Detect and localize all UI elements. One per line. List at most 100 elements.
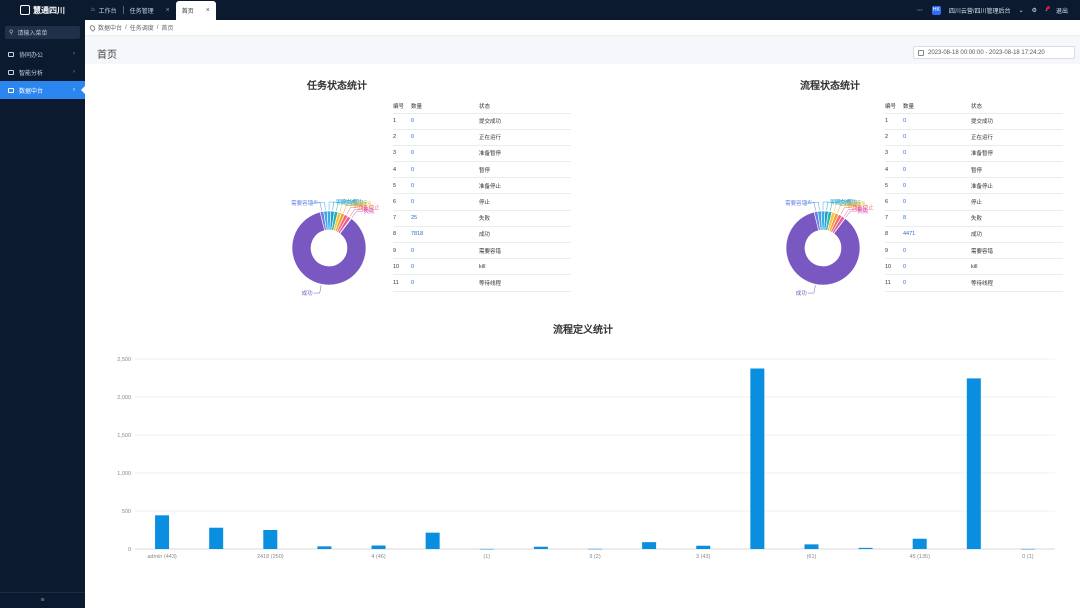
pie-slice[interactable] bbox=[291, 211, 367, 286]
bar[interactable] bbox=[750, 368, 765, 550]
monitor-icon bbox=[8, 69, 14, 75]
process-stats-title: 流程状态统计 bbox=[800, 81, 860, 92]
pie-leader-line bbox=[346, 207, 357, 215]
search-icon: ⚲ bbox=[9, 30, 14, 36]
chevron-right-icon: › bbox=[73, 69, 75, 75]
row-index: 7 bbox=[393, 210, 411, 227]
date-range-picker[interactable]: 2023-08-18 00:00:00 - 2023-08-18 17:24:2… bbox=[913, 46, 1075, 59]
row-index: 4 bbox=[885, 161, 903, 179]
chevron-down-icon[interactable]: ⌄ bbox=[1018, 7, 1024, 14]
task-stats-title: 任务状态统计 bbox=[307, 81, 367, 92]
table-row: 7 25 失败 bbox=[393, 210, 571, 227]
sidebar-item-data-center[interactable]: 数据中台 › bbox=[0, 81, 85, 99]
y-tick-label: 2,500 bbox=[117, 357, 131, 363]
bar[interactable] bbox=[263, 530, 278, 549]
row-count: 0 bbox=[903, 274, 971, 292]
pie-label: 准备停止 bbox=[358, 203, 381, 211]
row-status: 停止 bbox=[479, 193, 571, 211]
row-count: 0 bbox=[903, 177, 971, 195]
chevron-right-icon: › bbox=[73, 51, 75, 57]
pie-leader-line bbox=[336, 202, 344, 211]
search-input[interactable]: 请输入菜单 bbox=[17, 31, 48, 37]
tab-workbench[interactable]: ⌂ 工作台 bbox=[91, 7, 117, 15]
collapse-menu-button[interactable]: ≡ bbox=[0, 592, 85, 608]
monitor-icon bbox=[8, 51, 14, 57]
sidebar-item-collaboration[interactable]: 协同办公 › bbox=[0, 45, 85, 63]
row-index: 8 bbox=[393, 226, 411, 244]
pie-leader-line bbox=[318, 201, 326, 211]
bar[interactable] bbox=[425, 532, 440, 549]
column-header: 数量 bbox=[411, 99, 479, 114]
org-switcher[interactable]: 四川云营/四川管理后台 bbox=[948, 8, 1011, 15]
row-count: 0 bbox=[903, 242, 971, 260]
row-count: 0 bbox=[411, 274, 479, 292]
row-status: 准备停止 bbox=[971, 177, 1063, 195]
pie-leader-line bbox=[822, 201, 830, 211]
pie-slice[interactable] bbox=[785, 211, 861, 286]
table-row: 10 0 kill bbox=[885, 258, 1063, 276]
bar[interactable] bbox=[696, 545, 711, 549]
pie-leader-line bbox=[830, 202, 838, 211]
menu-search[interactable]: ⚲ 请输入菜单 bbox=[5, 26, 80, 39]
row-count: 0 bbox=[411, 177, 479, 195]
sidebar-item-analysis[interactable]: 智能分析 › bbox=[0, 63, 85, 81]
collapse-icon: ≡ bbox=[40, 597, 45, 604]
header-actions: ⋯ HK 四川云营/四川管理后台 ⌄ ⚙ ♪ 退出 bbox=[917, 0, 1080, 20]
pie-slice[interactable] bbox=[820, 210, 826, 231]
table-row: 6 0 停止 bbox=[393, 193, 571, 211]
gear-icon[interactable]: ⚙ bbox=[1031, 7, 1037, 14]
x-tick-label: 45 (135) bbox=[909, 554, 930, 560]
x-tick-label: 3 (43) bbox=[696, 554, 711, 560]
tab-task-management[interactable]: 任务管理 × bbox=[129, 6, 170, 15]
logout-link[interactable]: 退出 bbox=[1055, 8, 1068, 15]
row-status: 暂停 bbox=[971, 161, 1063, 179]
y-tick-label: 2,000 bbox=[117, 395, 131, 401]
bar[interactable] bbox=[371, 545, 386, 549]
bell-icon[interactable]: ♪ bbox=[1044, 6, 1050, 13]
bar[interactable] bbox=[912, 538, 927, 549]
breadcrumb-item[interactable]: 数据中台 bbox=[98, 26, 123, 32]
pie-leader-line bbox=[807, 285, 816, 294]
row-status: 正在运行 bbox=[479, 129, 571, 146]
row-count: 0 bbox=[903, 258, 971, 276]
row-index: 3 bbox=[393, 145, 411, 163]
pie-leader-line bbox=[843, 209, 855, 217]
pie-label: 暂停 bbox=[848, 201, 860, 209]
close-icon[interactable]: × bbox=[165, 6, 170, 14]
y-tick-label: 1,500 bbox=[117, 433, 131, 439]
tab-home[interactable]: 首页 × bbox=[175, 1, 216, 20]
tab-divider bbox=[122, 6, 124, 14]
bar[interactable] bbox=[155, 515, 170, 549]
row-index: 11 bbox=[885, 274, 903, 292]
row-index: 6 bbox=[393, 193, 411, 211]
bar[interactable] bbox=[479, 548, 494, 550]
calendar-icon bbox=[918, 49, 924, 56]
pie-label: 成功 bbox=[796, 289, 808, 297]
bar[interactable] bbox=[209, 527, 224, 549]
bar[interactable] bbox=[1020, 548, 1035, 550]
pie-label: 提交成功 bbox=[835, 198, 858, 206]
bar[interactable] bbox=[588, 548, 602, 550]
bar[interactable] bbox=[858, 547, 873, 549]
x-tick-label: (1) bbox=[483, 554, 490, 560]
row-count: 0 bbox=[903, 145, 971, 163]
org-badge: HK bbox=[931, 5, 941, 15]
pie-label: 暂停 bbox=[354, 201, 366, 209]
row-index: 2 bbox=[885, 129, 903, 146]
bar[interactable] bbox=[533, 546, 548, 549]
column-header: 编号 bbox=[393, 99, 411, 114]
more-icon[interactable]: ⋯ bbox=[916, 7, 924, 14]
close-icon[interactable]: × bbox=[205, 7, 210, 14]
bar[interactable] bbox=[642, 542, 657, 549]
chevron-right-icon: › bbox=[73, 87, 75, 93]
pie-slice[interactable] bbox=[326, 210, 332, 231]
bar[interactable] bbox=[317, 546, 332, 549]
bar[interactable] bbox=[966, 378, 981, 549]
table-row: 4 0 暂停 bbox=[393, 161, 571, 179]
pie-leader-line bbox=[812, 201, 820, 211]
row-status: 准备暂停 bbox=[971, 145, 1063, 163]
bar[interactable] bbox=[804, 544, 819, 549]
breadcrumb-item[interactable]: 任务调度 bbox=[129, 26, 154, 32]
